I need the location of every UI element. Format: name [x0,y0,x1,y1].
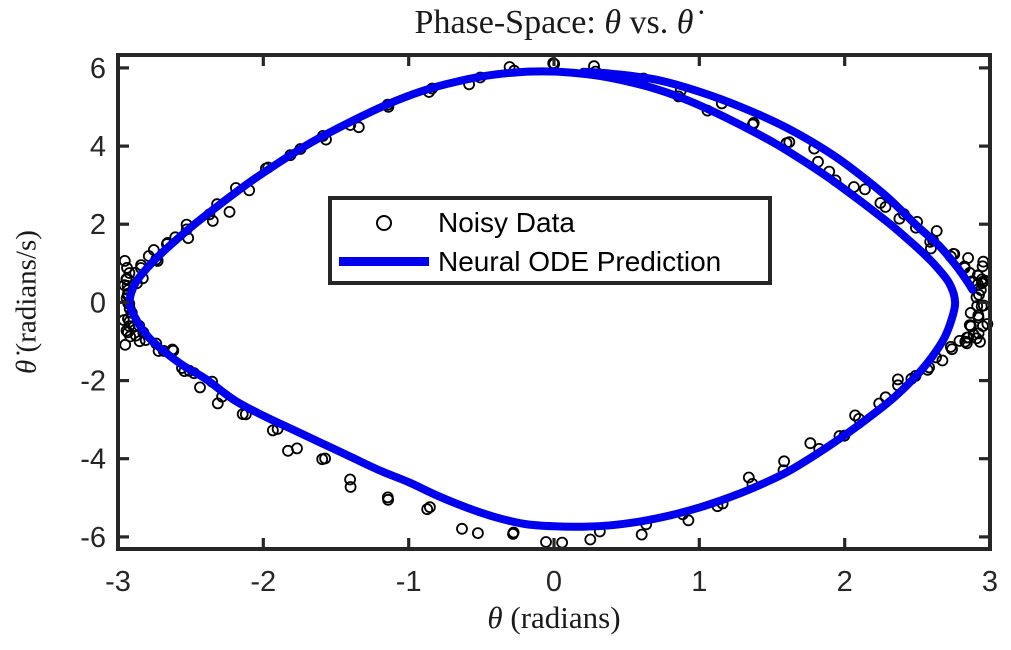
axes-box-group: -3 -2 -1 0 1 2 3 -6 -4 -2 0 2 4 6 [80,53,998,598]
scatter-point [859,183,871,196]
scatter-point [123,267,136,279]
title-text: Phase-Space: [414,4,605,41]
y-tick-label: -4 [80,444,106,476]
chart-legend: Noisy Data Neural ODE Prediction [328,196,772,285]
scatter-point [194,381,206,394]
scatter-point [223,205,236,218]
scatter-point [936,354,949,367]
y-label-units: (radians/s) [10,230,43,360]
scatter-point [976,260,989,273]
scatter-point [944,340,957,353]
scatter-point [925,242,937,255]
legend-label-neural-ode: Neural ODE Prediction [438,245,722,277]
title-thetadot-symbol: θ̇ [676,4,694,41]
title-vs-text: vs. [621,4,677,41]
scatter-point [874,197,887,209]
y-axis-label: θ̇ (radians/s) [11,230,44,374]
scatter-point [344,481,357,493]
scatter-point [970,332,983,345]
blue-line-icon [339,257,429,266]
scatter-point [124,330,137,343]
scatter-point [471,527,484,539]
scatter-point [206,214,219,227]
prediction-line-series [125,67,977,531]
x-tick-label: -1 [396,566,422,598]
y-tick-label: -6 [80,522,106,554]
scatter-point [421,503,434,516]
scatter-point [319,452,332,465]
legend-item-neural-ode: Neural ODE Prediction [332,242,768,281]
scatter-point [507,526,520,539]
x-label-units: (radians) [502,600,621,635]
scatter-point [974,335,986,348]
y-tick-label: 2 [90,209,106,241]
scatter-point [382,493,395,506]
x-tick-label: 2 [837,566,853,598]
scatter-point [892,373,904,386]
scatter-point [584,533,597,546]
scatter-point [960,337,973,350]
x-axis-label: θ (radians) [118,600,990,636]
scatter-point [211,397,224,410]
scatter-point [540,536,552,548]
scatter-point [291,442,303,455]
scatter-point [682,514,695,527]
x-tick-label: 0 [546,566,562,598]
scatter-point [119,338,132,351]
scatter-point [456,522,468,535]
scatter-point [930,225,943,237]
scatter-point [778,455,790,468]
legend-item-noisy-data: Noisy Data [332,203,768,242]
x-label-symbol: θ [487,600,503,635]
prediction-main-loop [125,67,960,531]
y-tick-label: -2 [80,366,106,398]
legend-label-noisy-data: Noisy Data [438,206,575,238]
x-tick-label: 1 [691,566,707,598]
scatter-point [963,319,976,332]
scatter-point [635,528,648,541]
x-tick-label: 3 [982,566,998,598]
scatter-point [849,409,861,422]
prediction-outer-pass [579,67,977,294]
scatter-point [344,473,357,486]
scatter-point [556,536,568,549]
scatter-point [804,437,817,450]
scatter-point [352,121,365,134]
chart-title: Phase-Space: θ vs. θ̇ [118,0,990,46]
scatter-point [266,424,279,437]
y-tick-label: 0 [90,287,106,319]
scatter-point [120,273,133,285]
scatter-point [147,244,160,256]
y-tick-label: 6 [90,53,106,85]
x-tick-label: -3 [105,566,131,598]
scatter-series-noisy-data [117,57,994,549]
y-label-symbol: θ̇ [10,359,43,374]
title-theta-symbol: θ [604,4,622,41]
legend-swatch-cell [332,257,436,266]
scatter-point [965,320,977,333]
scatter-point [742,471,755,484]
scatter-point [423,501,436,514]
x-tick-label: -2 [250,566,276,598]
scatter-point [973,288,985,301]
circle-marker-icon [376,214,392,231]
scatter-point [970,291,983,304]
legend-swatch-cell [332,214,436,231]
y-tick-label: 4 [90,131,106,163]
